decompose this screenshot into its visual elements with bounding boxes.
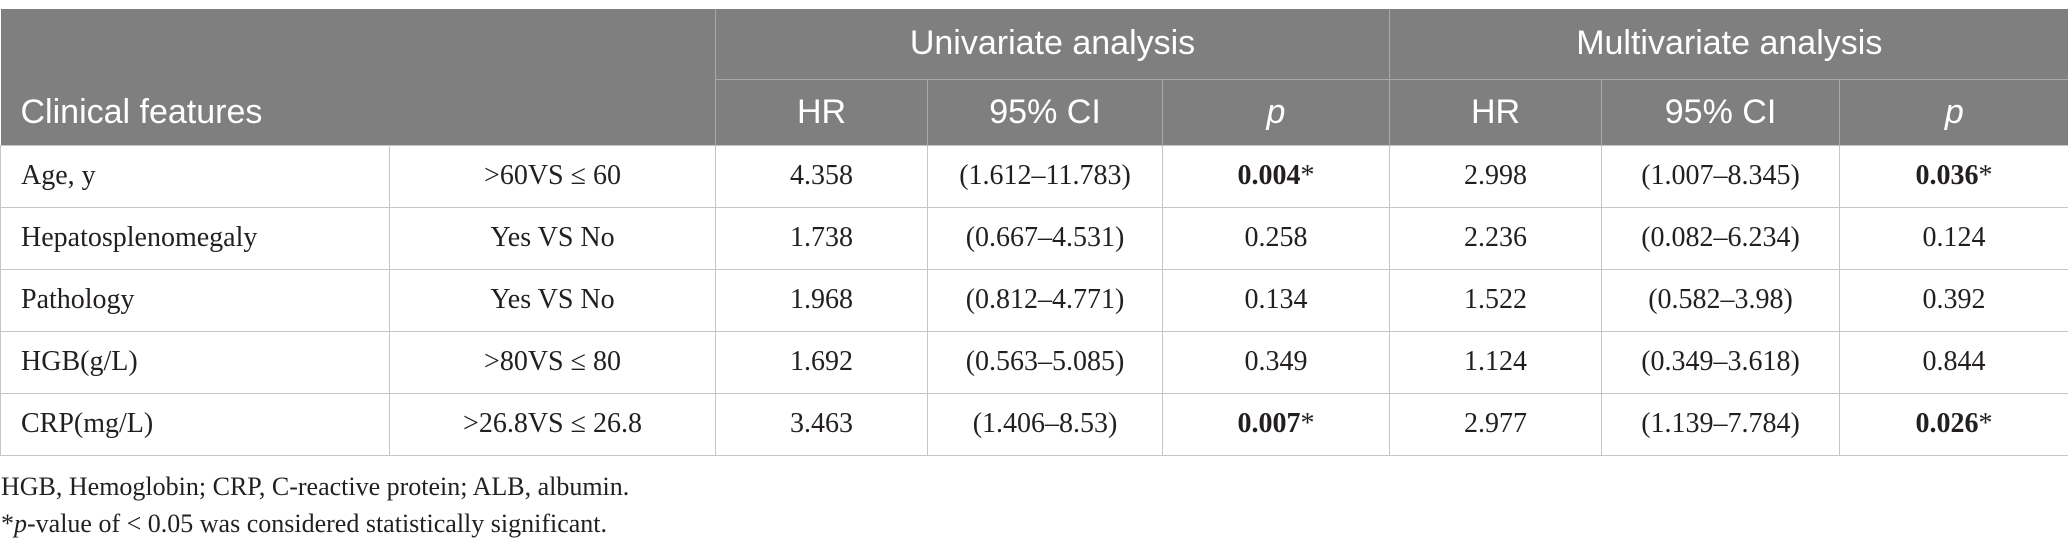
multi-p-label: p <box>1944 92 1964 131</box>
footnote-p-italic: p <box>14 509 27 538</box>
uni-hr-cell: 3.463 <box>715 392 929 456</box>
uni-p-label: p <box>1266 92 1286 131</box>
multi-ci-cell: (0.582–3.98) <box>1601 268 1841 332</box>
multi-hr-cell: 1.124 <box>1389 330 1603 394</box>
multi-hr-cell: 2.236 <box>1389 206 1603 270</box>
uni-ci-cell: (0.563–5.085) <box>927 330 1164 394</box>
uni-p-cell: 0.007* <box>1162 392 1391 456</box>
uni-ci-cell: (1.612–11.783) <box>927 144 1164 208</box>
uni-p-value: 0.007 <box>1237 408 1301 439</box>
multi-hr-cell: 2.977 <box>1389 392 1603 456</box>
multi-p-cell: 0.392 <box>1839 268 2068 332</box>
table-header: Clinical features Univariate analysis Mu… <box>0 9 2068 145</box>
table-footnotes: HGB, Hemoglobin; CRP, C-reactive protein… <box>1 468 629 542</box>
uni-hr-cell: 4.358 <box>715 144 929 208</box>
uni-p-cell: 0.134 <box>1162 268 1391 332</box>
table-row: HGB(g/L) >80VS ≤ 80 1.692 (0.563–5.085) … <box>0 330 2068 394</box>
comparison-cell: >26.8VS ≤ 26.8 <box>388 392 717 456</box>
multi-ci-cell: (0.082–6.234) <box>1601 206 1841 270</box>
uni-hr-cell: 1.968 <box>715 268 929 332</box>
table-row: CRP(mg/L) >26.8VS ≤ 26.8 3.463 (1.406–8.… <box>0 392 2068 456</box>
feature-cell: Pathology <box>0 268 390 332</box>
multi-ci-cell: (1.139–7.784) <box>1601 392 1841 456</box>
multi-p-value: 0.036 <box>1915 160 1979 191</box>
clinical-features-header: Clinical features <box>0 9 717 145</box>
uni-p-cell: 0.258 <box>1162 206 1391 270</box>
univariate-analysis-header: Univariate analysis <box>715 9 1391 80</box>
uni-ci-cell: (1.406–8.53) <box>927 392 1164 456</box>
multivariate-analysis-header: Multivariate analysis <box>1389 9 2068 80</box>
comparison-cell: >80VS ≤ 80 <box>388 330 717 394</box>
significance-mark: * <box>1978 408 1993 439</box>
multi-p-value: 0.026 <box>1915 408 1979 439</box>
significance-mark: * <box>1300 408 1315 439</box>
multi-ci-header: 95% CI <box>1601 79 1841 145</box>
comparison-cell: Yes VS No <box>388 268 717 332</box>
uni-hr-cell: 1.738 <box>715 206 929 270</box>
uni-p-cell: 0.004* <box>1162 144 1391 208</box>
uni-p-cell: 0.349 <box>1162 330 1391 394</box>
multi-p-header: p <box>1839 79 2068 145</box>
multi-hr-cell: 2.998 <box>1389 144 1603 208</box>
table-row: Hepatosplenomegaly Yes VS No 1.738 (0.66… <box>0 206 2068 270</box>
multi-hr-header: HR <box>1389 79 1603 145</box>
multi-p-cell: 0.036* <box>1839 144 2068 208</box>
comparison-cell: >60VS ≤ 60 <box>388 144 717 208</box>
uni-hr-header: HR <box>715 79 929 145</box>
multi-hr-cell: 1.522 <box>1389 268 1603 332</box>
multi-p-cell: 0.026* <box>1839 392 2068 456</box>
header-row-groups: Clinical features Univariate analysis Mu… <box>0 9 2068 145</box>
uni-p-value: 0.004 <box>1237 160 1301 191</box>
multi-p-cell: 0.124 <box>1839 206 2068 270</box>
feature-cell: Age, y <box>0 144 390 208</box>
abbreviations-footnote: HGB, Hemoglobin; CRP, C-reactive protein… <box>1 472 630 501</box>
uni-ci-cell: (0.812–4.771) <box>927 268 1164 332</box>
multi-ci-cell: (1.007–8.345) <box>1601 144 1841 208</box>
uni-p-header: p <box>1162 79 1391 145</box>
uni-ci-header: 95% CI <box>927 79 1164 145</box>
comparison-cell: Yes VS No <box>388 206 717 270</box>
significance-mark: * <box>1978 160 1993 191</box>
feature-cell: HGB(g/L) <box>0 330 390 394</box>
footnote-star: * <box>1 509 14 538</box>
significance-footnote: *p-value of < 0.05 was considered statis… <box>1 505 629 542</box>
feature-cell: CRP(mg/L) <box>0 392 390 456</box>
multi-p-cell: 0.844 <box>1839 330 2068 394</box>
header-row-columns: HR 95% CI p HR 95% CI p <box>1 79 2068 145</box>
uni-hr-cell: 1.692 <box>715 330 929 394</box>
footnote-text: -value of < 0.05 was considered statisti… <box>27 509 608 538</box>
uni-ci-cell: (0.667–4.531) <box>927 206 1164 270</box>
table-row: Age, y >60VS ≤ 60 4.358 (1.612–11.783) 0… <box>0 144 2068 208</box>
cox-regression-table: Clinical features Univariate analysis Mu… <box>0 9 2068 456</box>
multi-ci-cell: (0.349–3.618) <box>1601 330 1841 394</box>
feature-cell: Hepatosplenomegaly <box>0 206 390 270</box>
table-row: Pathology Yes VS No 1.968 (0.812–4.771) … <box>0 268 2068 332</box>
significance-mark: * <box>1300 160 1315 191</box>
table-body: Age, y >60VS ≤ 60 4.358 (1.612–11.783) 0… <box>0 144 2068 456</box>
